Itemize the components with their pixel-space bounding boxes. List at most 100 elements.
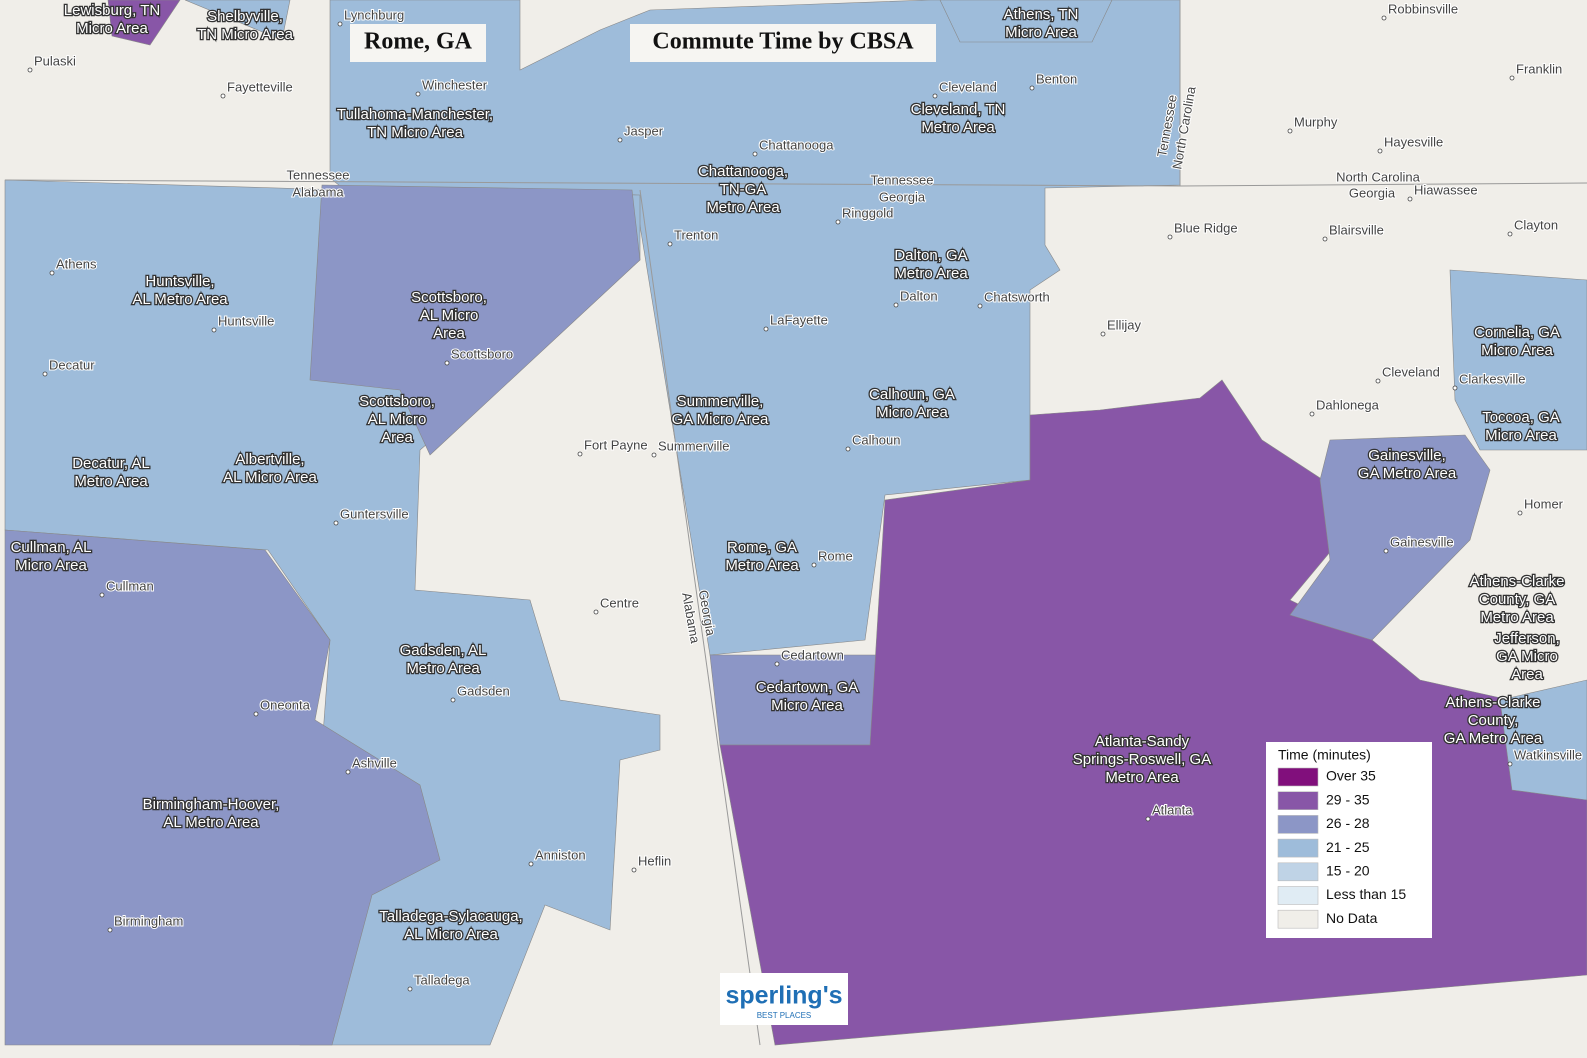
region-label: Atlanta-Sandy: [1095, 733, 1190, 750]
legend-swatch: [1277, 791, 1319, 811]
place-label: Chatsworth: [984, 289, 1050, 304]
place-dot: [774, 661, 780, 667]
region-shape: [939, 0, 1113, 43]
logo-tagline: BEST PLACES: [757, 1011, 812, 1020]
place-label: Birmingham: [114, 913, 183, 928]
region-label: Chattanooga,: [698, 163, 788, 180]
place-label: Blue Ridge: [1174, 220, 1238, 235]
place-dot: [253, 711, 259, 717]
place-label: Franklin: [1516, 61, 1562, 76]
region-label: AL Metro Area: [132, 291, 228, 308]
border-label: Tennessee: [871, 172, 934, 187]
place-label: Rome: [818, 548, 853, 563]
place-dot: [1167, 234, 1173, 240]
place-label: Centre: [600, 595, 639, 610]
region-label: Lewisburg, TN: [64, 2, 160, 19]
place-label: Lynchburg: [344, 7, 404, 22]
logo-box: [720, 973, 848, 1025]
border-label: Alabama: [292, 184, 344, 199]
place-dot: [811, 562, 817, 568]
logo: sperling's BEST PLACES: [720, 973, 848, 1025]
place-title: Rome, GA: [364, 29, 473, 55]
region-shape: [1449, 269, 1587, 451]
region-label: Area: [381, 429, 413, 446]
place-label: Cedartown: [781, 647, 844, 662]
place-dot: [528, 861, 534, 867]
region-label: Springs-Roswell, GA: [1073, 751, 1211, 768]
place-label: Huntsville: [218, 313, 274, 328]
place-label: Homer: [1524, 496, 1564, 511]
map-title: Commute Time by CBSA: [652, 29, 914, 55]
region-label: Cleveland, TN: [911, 101, 1006, 118]
region-label: Shelbyville,: [207, 8, 283, 25]
place-label: Dalton: [900, 288, 938, 303]
place-dot: [1309, 411, 1315, 417]
region-label: Micro Area: [876, 404, 948, 421]
region-label: Micro Area: [76, 20, 148, 37]
place-dot: [1452, 385, 1458, 391]
region-label: Scottsboro,: [411, 289, 487, 306]
place-label: Chattanooga: [759, 137, 834, 152]
region-label: Gainesville,: [1368, 447, 1446, 464]
place-label: Blairsville: [1329, 222, 1384, 237]
place-label: Clayton: [1514, 217, 1558, 232]
place-label: Ellijay: [1107, 317, 1141, 332]
place-dot: [1375, 378, 1381, 384]
region-label: Micro Area: [1005, 24, 1077, 41]
place-label: Oneonta: [260, 697, 311, 712]
region-label: Gadsden, AL: [400, 642, 487, 659]
place-dot: [1322, 236, 1328, 242]
place-label: Pulaski: [34, 53, 76, 68]
region-label: Rome, GA: [727, 539, 797, 556]
place-dot: [220, 93, 226, 99]
place-dot: [345, 769, 351, 775]
region-label: Metro Area: [1480, 609, 1554, 626]
place-dot: [107, 927, 113, 933]
place-label: Anniston: [535, 847, 586, 862]
title-box: [350, 24, 486, 62]
place-label: Athens: [56, 256, 97, 271]
region-label: Cornelia, GA: [1474, 324, 1560, 341]
region-label: Birmingham-Hoover,: [143, 796, 280, 813]
region-label: TN Micro Area: [197, 26, 294, 43]
legend-swatch: [1277, 767, 1319, 787]
place-label: Decatur: [49, 357, 95, 372]
place-label: Ashville: [352, 755, 397, 770]
region-label: TN-GA: [720, 181, 767, 198]
place-label: Benton: [1036, 71, 1077, 86]
region-label: GA Micro Area: [672, 411, 769, 428]
region-label: Toccoa, GA: [1482, 409, 1560, 426]
region-shape: [4, 529, 441, 1046]
legend-swatch: [1277, 838, 1319, 858]
region-label: Athens-Clarke: [1445, 694, 1540, 711]
region-shape: [309, 184, 641, 456]
place-label: Watkinsville: [1514, 747, 1582, 762]
region-label: Cedartown, GA: [756, 679, 859, 696]
place-label: Summerville: [658, 438, 730, 453]
region-label: County, GA: [1479, 591, 1555, 608]
place-dot: [337, 21, 343, 27]
place-label: Talladega: [414, 972, 470, 987]
place-label: Fort Payne: [584, 437, 648, 452]
legend-title: Time (minutes): [1278, 747, 1371, 763]
region-label: AL Micro: [368, 411, 427, 428]
legend-items: Over 35 29 - 35 26 - 28 21 - 25 15 - 20 Less …: [1277, 767, 1406, 929]
region-shape: [1499, 679, 1587, 801]
place-label: Murphy: [1294, 114, 1338, 129]
place-dot: [1517, 510, 1523, 516]
place-dot: [617, 137, 623, 143]
region-label: AL Micro Area: [223, 469, 317, 486]
place-dot: [1507, 761, 1513, 767]
region-label: Metro Area: [706, 199, 780, 216]
place-label: Calhoun: [852, 432, 900, 447]
region-label: Decatur, AL: [72, 455, 150, 472]
place-label: LaFayette: [770, 312, 828, 327]
region-label: Huntsville,: [145, 273, 214, 290]
place-dot: [99, 592, 105, 598]
place-dot: [1100, 331, 1106, 337]
region-label: Metro Area: [894, 265, 968, 282]
region-label: AL Metro Area: [163, 814, 259, 831]
region-shape: [184, 0, 291, 41]
